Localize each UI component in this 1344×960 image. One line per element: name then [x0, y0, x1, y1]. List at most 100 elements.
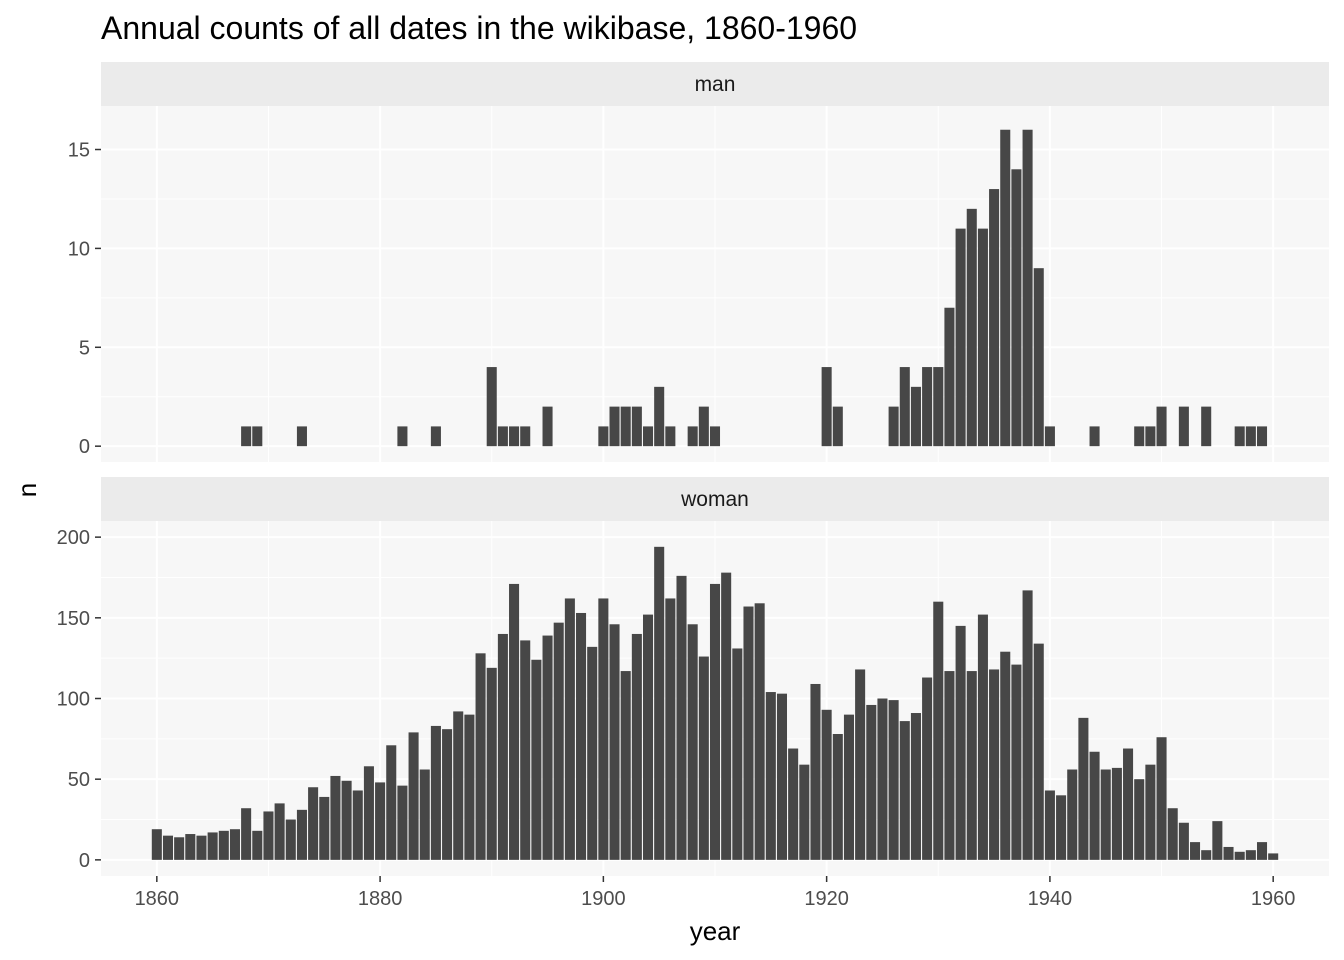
- bar: [1089, 426, 1100, 447]
- bar: [319, 796, 330, 860]
- bar: [475, 653, 486, 860]
- bar: [1000, 129, 1011, 447]
- bar: [263, 811, 274, 860]
- bar: [888, 406, 899, 447]
- bar: [1111, 767, 1122, 860]
- bar: [620, 671, 631, 860]
- bar: [609, 406, 620, 447]
- bar: [1044, 790, 1055, 860]
- bar: [966, 208, 977, 447]
- bar: [486, 367, 497, 447]
- bar: [1145, 764, 1156, 860]
- bar: [419, 769, 430, 860]
- bar: [363, 766, 374, 860]
- y-tick-label: 0: [79, 850, 90, 872]
- bar: [922, 367, 933, 447]
- bar: [933, 367, 944, 447]
- bar: [296, 426, 307, 447]
- bar: [341, 780, 352, 860]
- y-tick-label: 5: [79, 337, 90, 359]
- bar: [1245, 426, 1256, 447]
- bar: [654, 386, 665, 447]
- bar: [1100, 769, 1111, 860]
- y-tick-label: 150: [57, 608, 90, 630]
- bar: [776, 693, 788, 860]
- bar: [910, 386, 921, 447]
- bar: [509, 426, 520, 447]
- bar: [642, 426, 654, 447]
- bar: [899, 721, 910, 860]
- bar: [855, 669, 866, 860]
- bar: [1134, 426, 1145, 447]
- bar: [955, 625, 966, 860]
- bar: [765, 692, 776, 860]
- bar: [799, 764, 810, 860]
- y-tick-label: 50: [68, 769, 90, 791]
- bar: [174, 837, 185, 860]
- bar: [989, 189, 1000, 447]
- x-tick-label: 1900: [581, 888, 626, 910]
- bar: [977, 228, 988, 447]
- bar: [1178, 822, 1189, 860]
- panel-man: man 0 5 10 15: [68, 62, 1329, 462]
- x-tick-label: 1880: [358, 888, 403, 910]
- bar: [1256, 426, 1268, 447]
- bar: [542, 635, 553, 860]
- bar: [296, 809, 307, 860]
- y-tick-label: 100: [57, 689, 90, 711]
- bar: [375, 782, 386, 860]
- bar: [397, 785, 408, 860]
- bar: [1201, 406, 1212, 447]
- bar: [698, 406, 709, 447]
- bar: [821, 367, 832, 447]
- bar: [631, 406, 642, 447]
- bar: [631, 633, 642, 860]
- bar: [620, 406, 631, 447]
- bar: [218, 830, 229, 860]
- bar: [531, 659, 542, 860]
- bar: [687, 426, 698, 447]
- bar: [1156, 406, 1167, 447]
- bar: [330, 775, 341, 860]
- bar: [877, 698, 888, 860]
- bar: [274, 803, 285, 860]
- bar: [1245, 850, 1256, 860]
- bar: [520, 426, 531, 447]
- bar: [732, 648, 743, 860]
- bar: [944, 671, 955, 860]
- bar: [1044, 426, 1055, 447]
- bar: [676, 575, 687, 860]
- bar: [1145, 426, 1156, 447]
- panel-woman: woman 0 50 100 150 200: [57, 477, 1329, 876]
- bar: [1223, 846, 1234, 860]
- bar: [899, 367, 910, 447]
- bar: [598, 426, 609, 447]
- bar: [743, 606, 754, 860]
- bar: [207, 832, 218, 860]
- bar: [1201, 850, 1212, 860]
- bar: [509, 583, 520, 860]
- x-axis-title: year: [690, 916, 741, 946]
- bar: [229, 829, 240, 860]
- bar: [709, 583, 721, 860]
- bar: [598, 598, 609, 860]
- bar: [754, 603, 765, 860]
- bar: [1123, 748, 1134, 860]
- bar: [709, 426, 721, 447]
- bar: [308, 787, 319, 860]
- bar: [576, 612, 587, 860]
- x-tick-label: 1960: [1251, 888, 1296, 910]
- bar: [430, 725, 441, 860]
- bar: [665, 426, 676, 447]
- bar: [955, 228, 966, 447]
- bar: [1190, 842, 1201, 860]
- bar: [408, 732, 419, 860]
- y-tick-label: 10: [68, 238, 90, 260]
- bar: [553, 622, 564, 860]
- strip-label: woman: [680, 488, 749, 511]
- bar: [810, 683, 821, 860]
- bar: [185, 834, 196, 860]
- bar: [1268, 853, 1279, 860]
- bar: [922, 677, 933, 860]
